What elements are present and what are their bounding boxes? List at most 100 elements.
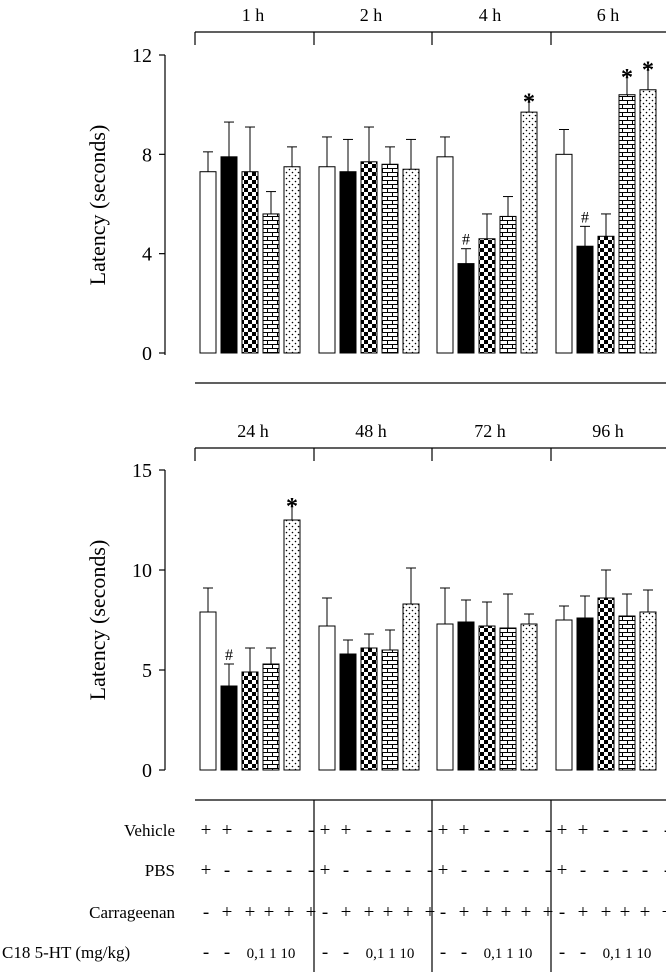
table-cell: -	[247, 860, 253, 881]
time-point-label: 6 h	[597, 5, 620, 25]
table-cell: -	[484, 860, 490, 881]
table-cell: +	[557, 860, 568, 881]
row-label-carrageenan: Carrageenan	[89, 903, 175, 922]
vehicle-bar	[555, 153, 573, 354]
table-cell: +	[383, 902, 394, 923]
table-cell: -	[503, 820, 509, 841]
bottom-y-ticks: 0 5 10 15	[132, 460, 165, 782]
table-cell: +	[341, 820, 352, 841]
table-cell: +	[521, 902, 532, 923]
significance-hash: #	[225, 647, 233, 664]
c18-0-1-bar	[241, 171, 259, 354]
c18-10-bar	[402, 603, 420, 771]
vehicle-bar	[318, 166, 336, 354]
treatment-table: Vehicle PBS Carrageenan C18 5-HT (mg/kg)…	[2, 799, 666, 972]
c18-1-bar	[381, 163, 399, 354]
table-cell: -	[366, 820, 372, 841]
significance-asterisk: *	[523, 90, 535, 116]
table-cell: -	[322, 902, 328, 923]
table-cell: -	[545, 820, 551, 841]
row-label-vehicle: Vehicle	[124, 821, 175, 840]
table-cell: -	[286, 860, 292, 881]
table-cell: -	[427, 860, 433, 881]
table-cell: -	[642, 860, 648, 881]
vehicle-bar	[555, 619, 573, 771]
table-cell: +	[341, 902, 352, 923]
dose-cell: 0,1 1 10	[484, 946, 533, 962]
time-point-label: 24 h	[237, 421, 269, 441]
vehicle-bar	[199, 611, 217, 771]
vehicle-bar	[199, 171, 217, 354]
table-cell: +	[284, 902, 295, 923]
bottom-bars: #*	[199, 494, 657, 771]
table-cell: -	[427, 820, 433, 841]
table-cell: -	[545, 860, 551, 881]
carrageenan-bar	[457, 263, 475, 354]
table-cell: +	[438, 860, 449, 881]
row-label-pbs: PBS	[145, 861, 175, 880]
significance-hash: #	[581, 209, 589, 226]
significance-asterisk: *	[642, 57, 654, 83]
vehicle-bar	[436, 623, 454, 771]
table-cell: +	[459, 820, 470, 841]
table-cell: -	[405, 860, 411, 881]
table-cell: +	[201, 860, 212, 881]
carrageenan-bar	[339, 653, 357, 771]
carrageenan-bar	[576, 617, 594, 771]
table-cell: -	[385, 860, 391, 881]
y-tick-label: 4	[142, 244, 152, 266]
c18-0-1-bar	[478, 625, 496, 771]
table-cell: +	[425, 902, 436, 923]
table-cell: -	[559, 942, 565, 963]
c18-1-bar	[499, 215, 517, 354]
table-cell: -	[461, 942, 467, 963]
table-cell: +	[403, 902, 414, 923]
c18-10-bar	[402, 168, 420, 354]
table-cell: -	[622, 860, 628, 881]
table-cell: -	[440, 942, 446, 963]
dose-cell: 0,1 1 10	[247, 946, 296, 962]
table-cell: +	[578, 820, 589, 841]
table-cell: -	[286, 820, 292, 841]
c18-0-1-bar	[360, 647, 378, 771]
c18-1-bar	[381, 649, 399, 771]
table-cell: +	[245, 902, 256, 923]
c18-1-bar	[499, 627, 517, 771]
table-cell: -	[622, 820, 628, 841]
table-cell: -	[484, 820, 490, 841]
table-cell: +	[557, 820, 568, 841]
table-cell: -	[523, 860, 529, 881]
table-cell: +	[222, 902, 233, 923]
c18-1-bar	[262, 663, 280, 771]
significance-hash: #	[462, 232, 470, 249]
table-cell: -	[664, 860, 666, 881]
table-cell: -	[461, 860, 467, 881]
table-cell: -	[224, 942, 230, 963]
top-time-brackets: 1 h 2 h 4 h 6 h	[194, 5, 666, 45]
carrageenan-bar	[339, 171, 357, 354]
c18-10-bar	[283, 166, 301, 354]
table-cell: -	[440, 902, 446, 923]
table-cell: -	[580, 942, 586, 963]
table-cell: -	[642, 820, 648, 841]
bottom-panel: Latency (seconds) 0 5 10 15 24 h 48 h 72 h 96 …	[85, 421, 666, 782]
carrageenan-bar	[220, 156, 238, 354]
y-tick-label: 12	[132, 45, 152, 67]
c18-10-bar	[639, 89, 657, 354]
table-cell: -	[343, 860, 349, 881]
table-cell: -	[266, 820, 272, 841]
table-cell: +	[640, 902, 651, 923]
table-cell: -	[385, 820, 391, 841]
c18-10-bar	[639, 611, 657, 771]
row-label-c18: C18 5-HT (mg/kg)	[2, 943, 130, 962]
time-point-label: 72 h	[474, 421, 506, 441]
table-cell: +	[364, 902, 375, 923]
table-cell: +	[264, 902, 275, 923]
table-cell: -	[308, 860, 314, 881]
time-point-label: 96 h	[592, 421, 624, 441]
table-cell: -	[266, 860, 272, 881]
vehicle-bar	[318, 625, 336, 771]
top-y-ticks: 0 4 8 12	[132, 45, 165, 365]
table-cell: -	[224, 860, 230, 881]
table-cell: -	[308, 820, 314, 841]
